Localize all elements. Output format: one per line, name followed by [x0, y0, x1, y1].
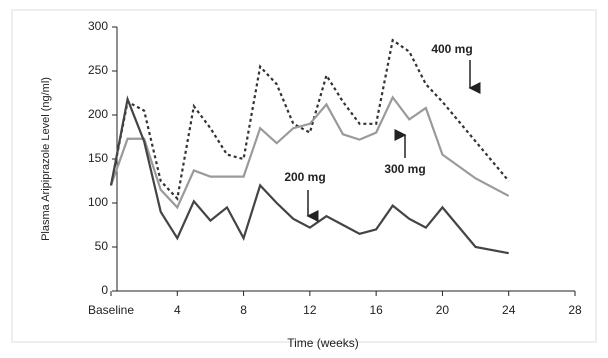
y-tick-label: 0: [101, 283, 108, 297]
y-tick-label: 50: [95, 239, 109, 253]
y-tick-label: 150: [88, 151, 108, 165]
series-line: [109, 95, 509, 255]
series-label: 400 mg: [431, 42, 472, 56]
x-tick-label: 16: [369, 303, 383, 317]
x-tick-label: 28: [568, 303, 582, 317]
x-tick-label: 8: [240, 303, 247, 317]
x-tick-label: Baseline: [88, 303, 134, 317]
series-label: 300 mg: [384, 162, 425, 176]
x-tick-label: 12: [303, 303, 317, 317]
series-line: [109, 38, 510, 201]
y-tick-label: 100: [88, 195, 108, 209]
y-tick-label: 200: [88, 107, 108, 121]
x-tick-label: 20: [436, 303, 450, 317]
series-label: 200 mg: [284, 170, 325, 184]
series-line: [109, 95, 510, 210]
x-tick-label: 4: [174, 303, 181, 317]
y-tick-label: 250: [88, 63, 108, 77]
frame: [11, 9, 597, 343]
y-axis-label: Plasma Aripiprazole Level (ng/ml): [40, 77, 52, 241]
x-axis-label: Time (weeks): [287, 336, 359, 350]
y-tick-label: 300: [88, 19, 108, 33]
x-tick-label: 24: [502, 303, 516, 317]
